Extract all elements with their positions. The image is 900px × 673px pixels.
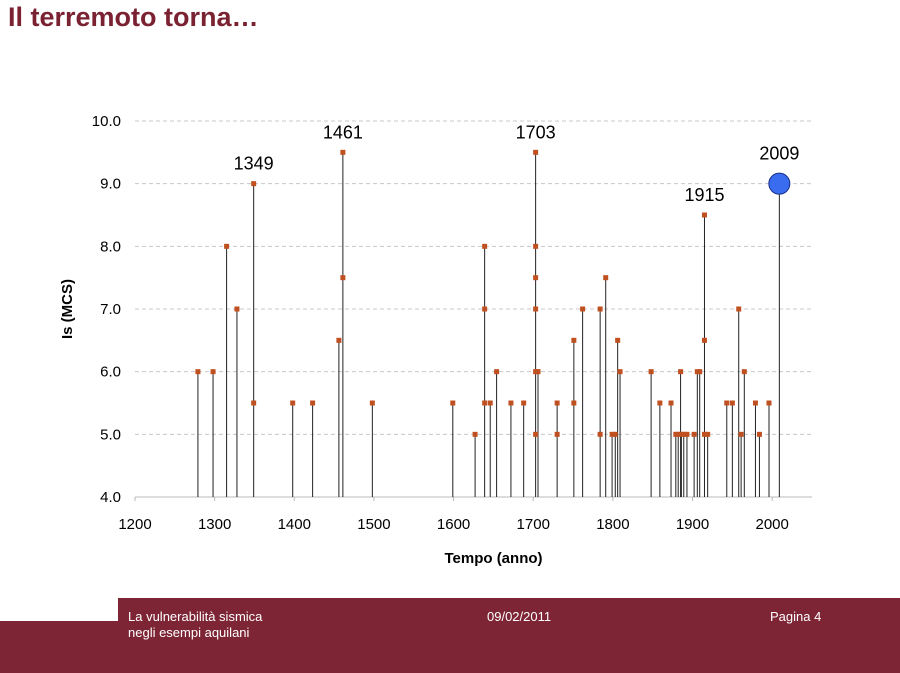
data-point	[597, 306, 603, 312]
data-point	[340, 149, 346, 155]
y-tick-label: 4.0	[100, 489, 121, 506]
data-point	[533, 431, 539, 437]
data-point	[617, 369, 623, 375]
footer-page-number: Pagina 4	[770, 609, 822, 624]
x-tick-label: 2000	[755, 516, 788, 533]
data-point	[251, 181, 257, 187]
data-point	[487, 400, 493, 406]
data-point	[224, 243, 230, 249]
data-point	[741, 369, 747, 375]
footer-top-strip	[118, 598, 900, 621]
data-point	[482, 306, 488, 312]
data-point	[724, 400, 730, 406]
y-tick-label: 10.0	[92, 113, 121, 130]
data-point	[290, 400, 296, 406]
data-point	[234, 306, 240, 312]
data-point	[580, 306, 586, 312]
grid-layer	[135, 120, 812, 435]
year-annotation: 2009	[759, 144, 799, 164]
x-tick-label: 1600	[437, 516, 470, 533]
data-point	[533, 243, 539, 249]
y-axis-title: Is (MCS)	[59, 279, 76, 339]
x-tick-label: 1400	[278, 516, 311, 533]
data-point	[336, 337, 342, 343]
data-point	[701, 337, 707, 343]
data-point	[472, 431, 478, 437]
data-point	[678, 369, 684, 375]
data-point	[554, 400, 560, 406]
data-point	[533, 306, 539, 312]
footer-subject-line2: negli esempi aquilani	[128, 625, 250, 640]
data-point	[571, 337, 577, 343]
data-point	[648, 369, 654, 375]
earthquake-stem-chart: 4.0 5.0 6.0 7.0 8.0 9.0 10.0 1200 1300 1400 1500 16…	[59, 113, 812, 567]
data-point	[684, 431, 690, 437]
year-annotation: 1915	[684, 185, 724, 205]
footer-subject: La vulnerabilità sismica negli esempi aq…	[128, 609, 328, 641]
data-point	[571, 400, 577, 406]
data-point	[533, 149, 539, 155]
data-point	[752, 400, 758, 406]
data-point	[697, 369, 703, 375]
data-point	[251, 400, 257, 406]
x-tick-label: 1200	[118, 516, 151, 533]
year-annotation: 1703	[516, 122, 556, 142]
data-point	[533, 275, 539, 281]
y-tick-label: 8.0	[100, 238, 121, 255]
data-point	[597, 431, 603, 437]
x-axis-title: Tempo (anno)	[444, 550, 542, 567]
y-tick-label: 9.0	[100, 176, 121, 193]
data-point	[612, 431, 618, 437]
data-point	[609, 431, 615, 437]
data-point	[195, 369, 201, 375]
data-point	[615, 337, 621, 343]
data-point	[756, 431, 762, 437]
footer-subject-line1: La vulnerabilità sismica	[128, 609, 263, 624]
data-point	[340, 275, 346, 281]
data-point	[729, 400, 735, 406]
data-point	[210, 369, 216, 375]
data-point	[508, 400, 514, 406]
data-point	[701, 431, 707, 437]
footer-bottom-strip	[0, 621, 900, 673]
y-tick-label: 7.0	[100, 301, 121, 318]
x-tick-label: 1800	[596, 516, 629, 533]
footer-date: 09/02/2011	[487, 609, 552, 624]
data-point	[482, 400, 488, 406]
highlight-point	[768, 172, 791, 195]
y-tick-label: 6.0	[100, 364, 121, 381]
data-point	[766, 400, 772, 406]
x-tick-label: 1700	[517, 516, 550, 533]
data-point	[738, 431, 744, 437]
data-point	[701, 212, 707, 218]
slide-title: Il terremoto torna…	[8, 2, 259, 32]
data-point	[675, 431, 681, 437]
x-tick-label: 1900	[676, 516, 709, 533]
data-point	[369, 400, 375, 406]
data-point	[494, 369, 500, 375]
x-tick-label: 1300	[198, 516, 231, 533]
data-point	[736, 306, 742, 312]
year-annotation: 1461	[323, 122, 363, 142]
markers-layer	[195, 149, 791, 437]
axes-layer: 4.0 5.0 6.0 7.0 8.0 9.0 10.0 1200 1300 1400 1500 16…	[59, 113, 812, 567]
data-point	[521, 400, 527, 406]
footer-band	[0, 598, 900, 673]
data-point	[450, 400, 456, 406]
labels-layer: 1349 1461 1703 1915 2009	[234, 122, 800, 205]
data-point	[603, 275, 609, 281]
data-point	[705, 431, 711, 437]
year-annotation: 1349	[234, 154, 274, 174]
data-point	[554, 431, 560, 437]
data-point	[482, 243, 488, 249]
data-point	[691, 431, 697, 437]
data-point	[668, 400, 674, 406]
data-point	[657, 400, 663, 406]
x-tick-label: 1500	[357, 516, 390, 533]
y-tick-label: 5.0	[100, 426, 121, 443]
data-point	[310, 400, 316, 406]
data-point	[535, 369, 541, 375]
data-point	[681, 431, 687, 437]
